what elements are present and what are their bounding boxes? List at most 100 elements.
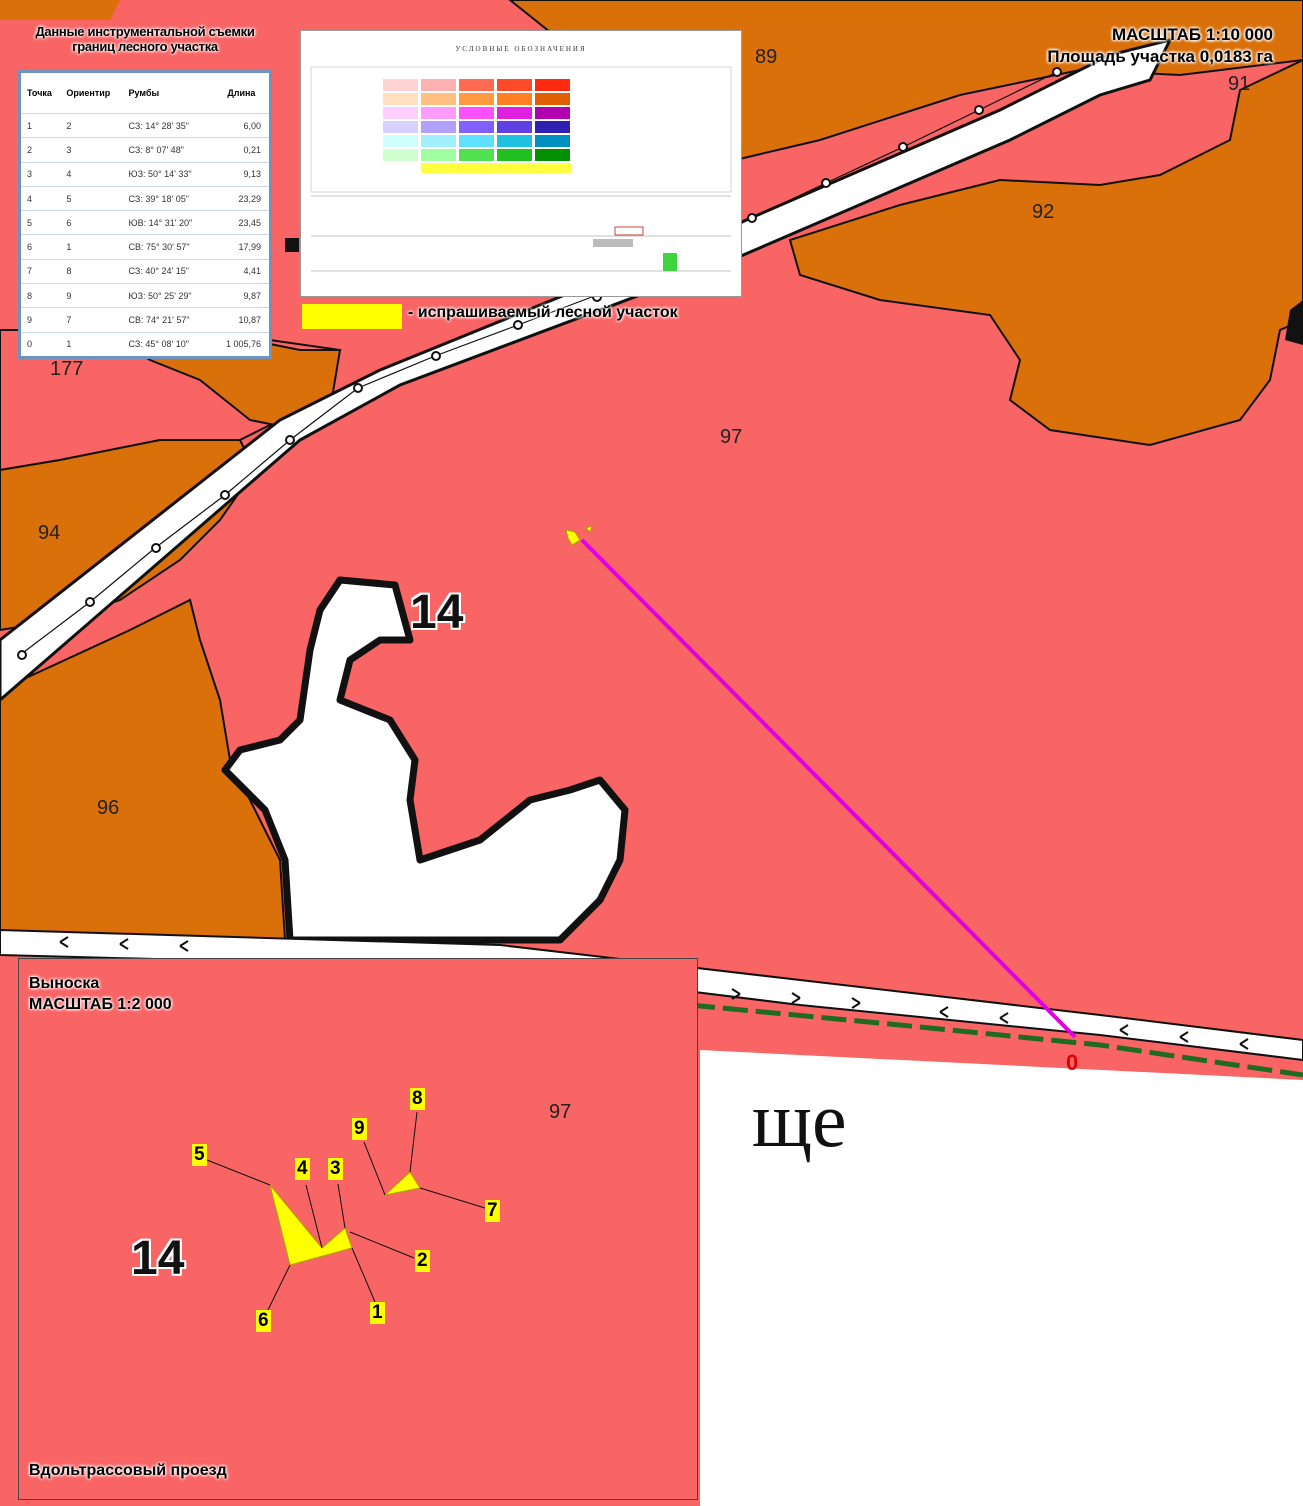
survey-row: 7 8 СЗ: 40° 24' 15" 4,41 [19, 258, 271, 284]
cell-length: 17,99 [208, 234, 271, 260]
settlement-area [700, 1050, 1303, 1506]
route-line-0-1 [580, 538, 1077, 1039]
legend-panel: УСЛОВНЫЕ ОБОЗНАЧЕНИЯ [300, 30, 742, 297]
survey-row: 9 7 СВ: 74° 21' 57" 10,87 [19, 307, 271, 333]
parcel-91-92 [788, 58, 1303, 447]
parcel-edge-top-left [0, 0, 120, 20]
inset-scale: МАСШТАБ 1:2 000 [29, 996, 172, 1013]
cell-length: 4,41 [208, 258, 271, 284]
inset-panel: Выноска МАСШТАБ 1:2 000 97 14 Вдольтрасс… [18, 958, 698, 1500]
map-scale: МАСШТАБ 1:10 000 [1111, 25, 1273, 44]
inset-block-number: 14 [131, 1232, 185, 1285]
cell-landmark: 1 [60, 331, 123, 358]
cell-landmark: 8 [60, 258, 123, 284]
cell-length: 9,13 [208, 161, 271, 187]
cell-length: 23,45 [208, 210, 271, 235]
inset-point-4: 4 [295, 1158, 310, 1180]
col-length: Длина [208, 71, 271, 114]
inset-point-5: 5 [192, 1144, 207, 1166]
cell-length: 10,87 [208, 307, 271, 333]
survey-table-header: Точка Ориентир Румбы Длина [19, 71, 271, 114]
inset-point-3: 3 [328, 1158, 343, 1180]
parcel-label-97: 97 [720, 426, 743, 448]
cell-landmark: 9 [60, 283, 123, 308]
col-landmark: Ориентир [60, 71, 123, 114]
settlement-label: ще [752, 1076, 847, 1163]
cell-point: 9 [19, 307, 61, 333]
requested-plot-label: - испрашиваемый лесной участок [408, 304, 678, 321]
cell-length: 0,21 [208, 137, 271, 163]
cell-length: 9,87 [208, 283, 271, 308]
requested-plot-small [565, 525, 593, 546]
parcel-label-91: 91 [1228, 73, 1251, 95]
cell-bearing: ЮЗ: 50° 14' 33" [122, 161, 209, 187]
inset-point-1: 1 [370, 1302, 385, 1324]
survey-row: 4 5 СЗ: 39° 18' 05" 23,29 [19, 185, 271, 211]
col-point: Точка [19, 71, 61, 114]
block-number-label: 14 [410, 586, 464, 639]
cell-point: 6 [19, 234, 61, 260]
parcel-label-92: 92 [1032, 201, 1055, 223]
main-road [0, 37, 1173, 702]
cell-bearing: ЮЗ: 50° 25' 29" [122, 283, 209, 308]
inset-point-8: 8 [410, 1088, 425, 1110]
cell-bearing: СЗ: 45° 08' 10" [122, 331, 209, 358]
parcel-label-89: 89 [755, 46, 778, 68]
clearing-block-14 [221, 576, 629, 944]
legend-graphic [310, 66, 732, 272]
legend-title: УСЛОВНЫЕ ОБОЗНАЧЕНИЯ [455, 45, 587, 53]
cell-landmark: 5 [60, 185, 123, 211]
cell-bearing: СЗ: 40° 24' 15" [122, 258, 209, 284]
requested-plot-swatch [302, 304, 402, 329]
cell-bearing: СЗ: 8° 07' 48" [122, 137, 209, 163]
parcel-label-94: 94 [38, 522, 61, 544]
survey-row: 8 9 ЮЗ: 50° 25' 29" 9,87 [19, 283, 271, 308]
inset-point-2: 2 [415, 1250, 430, 1272]
point-zero-label: 0 [1066, 1050, 1079, 1075]
parcel-right-edge [1285, 300, 1303, 345]
road-arrows [59, 936, 1249, 1050]
cell-bearing: СВ: 74° 21' 57" [122, 307, 209, 333]
parcel-label-96: 96 [97, 797, 120, 819]
road-marker [285, 238, 299, 252]
scale-area-block: МАСШТАБ 1:10 000 Площадь участка 0,0183 … [1047, 24, 1273, 68]
inset-point-6: 6 [256, 1310, 271, 1332]
cell-bearing: ЮВ: 14° 31' 20" [122, 210, 209, 235]
survey-row: 3 4 ЮЗ: 50° 14' 33" 9,13 [19, 161, 271, 187]
col-bearing: Румбы [122, 71, 209, 114]
cell-point: 3 [19, 161, 61, 187]
cell-landmark: 1 [60, 234, 123, 260]
inset-point-9: 9 [352, 1118, 367, 1140]
inset-title: Выноска [29, 975, 100, 992]
inset-parcel-label: 97 [549, 1101, 572, 1123]
cell-landmark: 2 [60, 112, 123, 138]
cell-point: 4 [19, 185, 61, 211]
cell-length: 1 005,76 [208, 331, 271, 358]
survey-title: Данные инструментальной съемки границ ле… [35, 24, 255, 54]
cell-length: 6,00 [208, 112, 271, 138]
cell-point: 8 [19, 283, 61, 308]
cell-length: 23,29 [208, 185, 271, 211]
survey-table: Точка Ориентир Румбы Длина 1 2 СЗ: 14° 28'… [18, 70, 272, 359]
cell-landmark: 3 [60, 137, 123, 163]
forest-boundary-dashed [689, 1002, 1303, 1078]
power-line-poles [17, 67, 1062, 660]
cell-landmark: 7 [60, 307, 123, 333]
survey-table-body: 1 2 СЗ: 14° 28' 35" 6,00 2 3 СЗ: 8° 07' 48" 0,2… [19, 112, 271, 358]
parcel-label-177: 177 [50, 358, 84, 380]
survey-row: 5 6 ЮВ: 14° 31' 20" 23,45 [19, 210, 271, 235]
cell-point: 0 [19, 331, 61, 358]
cell-point: 7 [19, 258, 61, 284]
legend-color-bands [383, 79, 571, 173]
plot-area: Площадь участка 0,0183 га [1047, 47, 1273, 66]
survey-row: 2 3 СЗ: 8° 07' 48" 0,21 [19, 137, 271, 163]
cell-bearing: СВ: 75° 30' 57" [122, 234, 209, 260]
cell-point: 5 [19, 210, 61, 235]
cell-landmark: 4 [60, 161, 123, 187]
inset-title-block: Выноска МАСШТАБ 1:2 000 [29, 973, 172, 1015]
cell-landmark: 6 [60, 210, 123, 235]
cell-bearing: СЗ: 14° 28' 35" [122, 112, 209, 138]
survey-row: 0 1 СЗ: 45° 08' 10" 1 005,76 [19, 331, 271, 358]
cell-point: 2 [19, 137, 61, 163]
cell-point: 1 [19, 112, 61, 138]
